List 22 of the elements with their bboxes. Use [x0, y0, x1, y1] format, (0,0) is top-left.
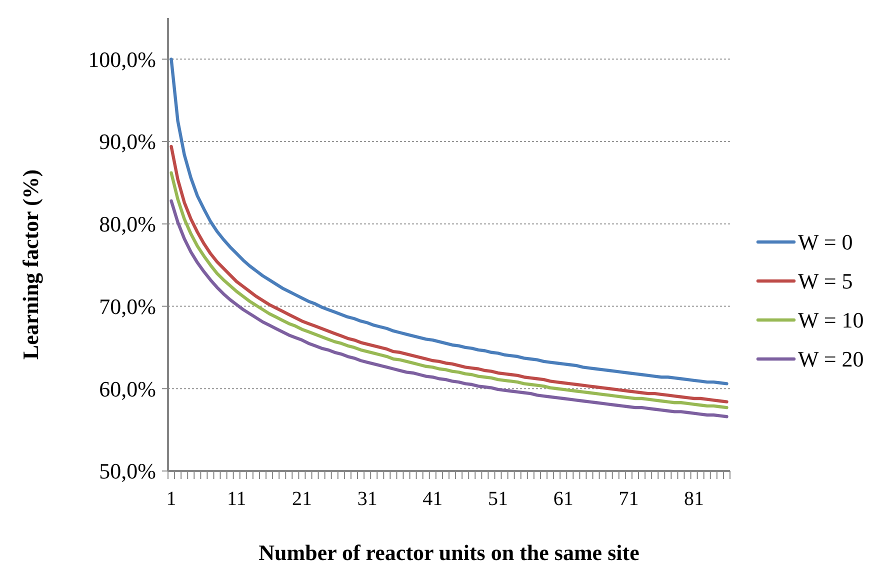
x-tick-label: 21 — [292, 488, 312, 510]
legend-label: W = 10 — [798, 308, 864, 333]
x-tick-label: 41 — [422, 488, 443, 510]
x-tick-label: 1 — [166, 488, 176, 510]
x-tick-label: 81 — [684, 488, 704, 510]
legend-label: W = 20 — [798, 346, 864, 372]
y-tick-label: 50,0% — [99, 458, 156, 484]
y-tick-label: 70,0% — [99, 294, 156, 319]
x-tick-label: 71 — [618, 488, 639, 510]
y-tick-label: 100,0% — [88, 46, 156, 72]
y-tick-label: 80,0% — [99, 212, 156, 237]
x-tick-label: 51 — [488, 488, 508, 510]
x-tick-label: 31 — [357, 488, 378, 510]
y-tick-label: 60,0% — [99, 376, 156, 402]
legend-label: W = 5 — [798, 268, 853, 294]
x-tick-label: 61 — [553, 488, 574, 510]
y-axis-title: Learning factor (%) — [18, 169, 43, 360]
y-tick-label: 90,0% — [99, 129, 156, 154]
x-axis-title: Number of reactor units on the same site — [258, 540, 640, 565]
x-tick-label: 11 — [226, 488, 246, 510]
line-series — [170, 58, 728, 386]
legend-label: W = 0 — [798, 230, 853, 255]
